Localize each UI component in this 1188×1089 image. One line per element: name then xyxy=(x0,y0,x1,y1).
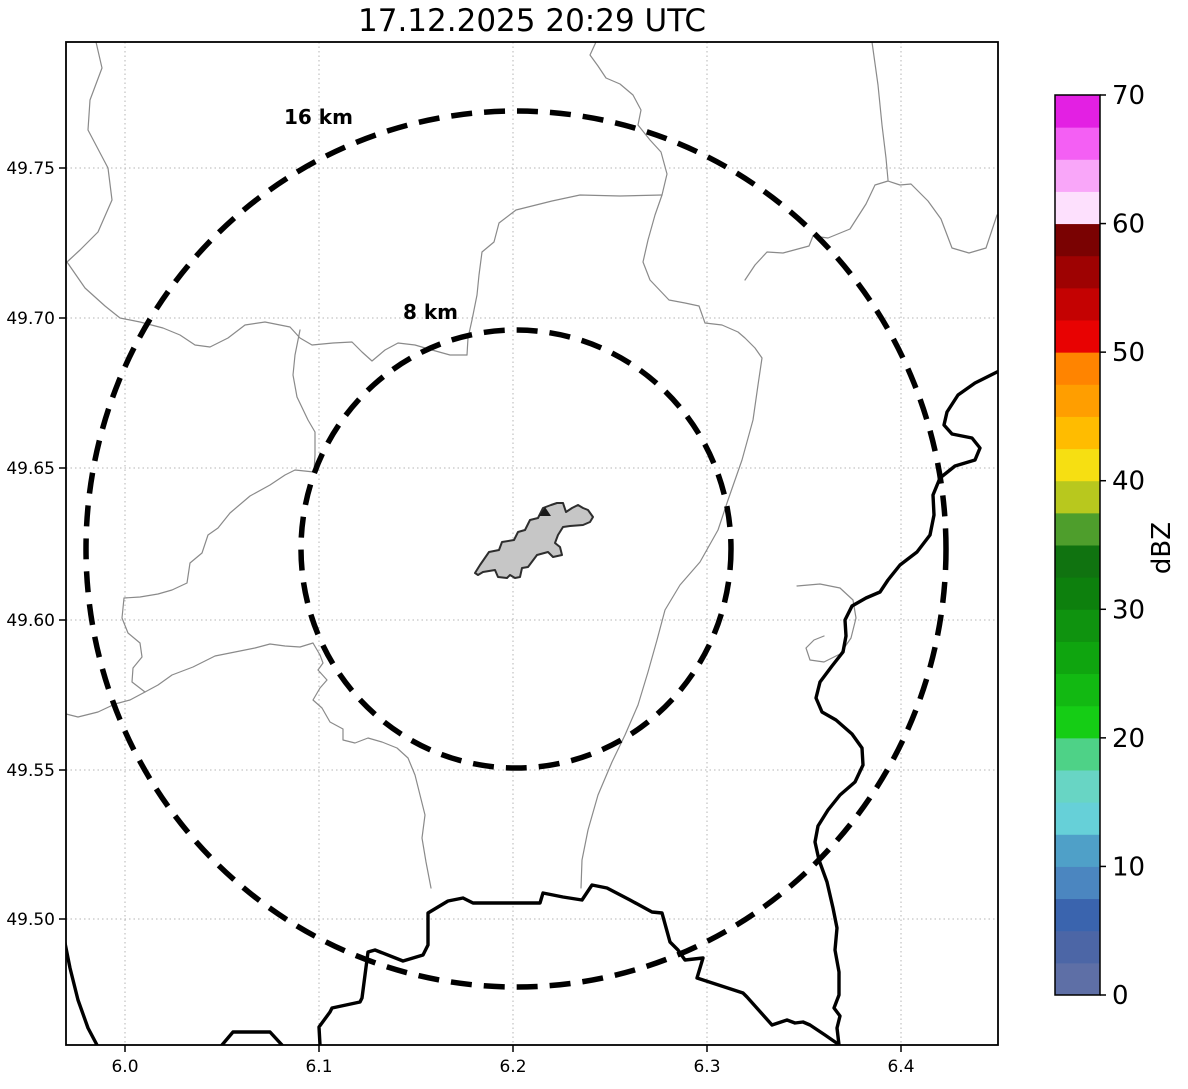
colorbar-segment xyxy=(1055,159,1100,192)
colorbar-tick-label: 30 xyxy=(1112,595,1145,625)
river-line-northeast xyxy=(744,180,998,281)
colorbar-tick-label: 70 xyxy=(1112,81,1145,111)
x-tick-label: 6.0 xyxy=(111,1057,138,1077)
colorbar-tick-label: 40 xyxy=(1112,467,1145,497)
colorbar-tick-label: 20 xyxy=(1112,724,1145,754)
colorbar-segment xyxy=(1055,384,1100,417)
colorbar-segment xyxy=(1055,737,1100,771)
radar-site-marker xyxy=(539,507,551,516)
colorbar-segment xyxy=(1055,95,1100,128)
y-tick-label: 49.60 xyxy=(6,611,55,631)
colorbar-segment xyxy=(1055,705,1100,739)
colorbar-segment xyxy=(1055,898,1100,932)
y-tick-label: 49.50 xyxy=(6,910,55,930)
colorbar-tick-label: 10 xyxy=(1112,852,1145,882)
colorbar-segment xyxy=(1055,866,1100,900)
x-tick-label: 6.2 xyxy=(499,1057,526,1077)
colorbar-frame xyxy=(1054,94,1101,996)
range-ring-8km-label: 8 km xyxy=(403,300,458,324)
river-line-northeast-vertical xyxy=(871,42,889,181)
country-borders xyxy=(66,369,998,1045)
axis-ticks xyxy=(59,167,902,1052)
border-line-east xyxy=(813,369,998,1045)
colorbar-segment xyxy=(1055,352,1100,385)
river-line-southwest-loop xyxy=(66,329,316,718)
plot-border xyxy=(65,41,999,1046)
axis-tick-labels: 6.0 6.1 6.2 6.3 6.4 49.75 49.70 49.65 49.60 49.55… xyxy=(6,159,914,1077)
colorbar-segment xyxy=(1055,191,1100,225)
colorbar-segment xyxy=(1055,770,1100,803)
border-line-south xyxy=(317,883,840,1045)
colorbar-tick-label: 50 xyxy=(1112,338,1145,368)
colorbar-segment xyxy=(1055,448,1100,482)
colorbar-segment xyxy=(1055,320,1100,353)
y-tick-label: 49.70 xyxy=(6,309,55,329)
y-tick-label: 49.55 xyxy=(6,761,55,781)
river-lines xyxy=(66,42,998,889)
range-rings xyxy=(83,108,949,990)
colorbar-tick-label: 0 xyxy=(1112,981,1129,1011)
colorbar-segment xyxy=(1055,802,1100,835)
colorbar-segment xyxy=(1055,255,1100,289)
colorbar-segment xyxy=(1055,609,1100,642)
river-line-west xyxy=(66,261,468,362)
x-tick-label: 6.4 xyxy=(887,1057,914,1077)
river-line-southeast-branch xyxy=(580,194,763,889)
colorbar-segment xyxy=(1055,545,1100,578)
river-line-south xyxy=(144,642,432,889)
colorbar-segment xyxy=(1055,512,1100,546)
colorbar-tick-label: 60 xyxy=(1112,210,1145,240)
y-tick-label: 49.75 xyxy=(6,159,55,179)
x-tick-label: 6.1 xyxy=(305,1057,332,1077)
colorbar-segment xyxy=(1055,641,1100,675)
x-tick-label: 6.3 xyxy=(693,1057,720,1077)
colorbar-segment xyxy=(1055,416,1100,450)
river-line-north xyxy=(589,42,668,196)
colorbar xyxy=(1055,95,1100,996)
colorbar-segment xyxy=(1055,834,1100,867)
colorbar-ticks: 0 10 20 30 40 50 60 70 xyxy=(1100,81,1145,1011)
border-line-southwest xyxy=(66,939,99,1045)
y-tick-label: 49.65 xyxy=(6,459,55,479)
colorbar-segment xyxy=(1055,577,1100,610)
colorbar-segment xyxy=(1055,127,1100,160)
colorbar-segment xyxy=(1055,287,1100,321)
river-line-northwest xyxy=(66,42,113,263)
gridlines xyxy=(66,42,998,1045)
colorbar-segment xyxy=(1055,673,1100,707)
colorbar-segment xyxy=(1055,480,1100,514)
plot-title: 17.12.2025 20:29 UTC xyxy=(358,3,706,39)
colorbar-segment xyxy=(1055,930,1100,964)
colorbar-label: dBZ xyxy=(1147,522,1177,574)
river-line-center-branch xyxy=(466,194,663,356)
border-line-south-bump xyxy=(220,1030,284,1045)
colorbar-segment xyxy=(1055,962,1100,996)
colorbar-segment xyxy=(1055,223,1100,257)
river-line-east-loop xyxy=(796,583,857,663)
range-ring-16km xyxy=(83,108,949,990)
range-ring-8km xyxy=(298,327,734,771)
city-boundary-polygon xyxy=(474,502,594,579)
range-ring-16km-label: 16 km xyxy=(284,105,353,129)
